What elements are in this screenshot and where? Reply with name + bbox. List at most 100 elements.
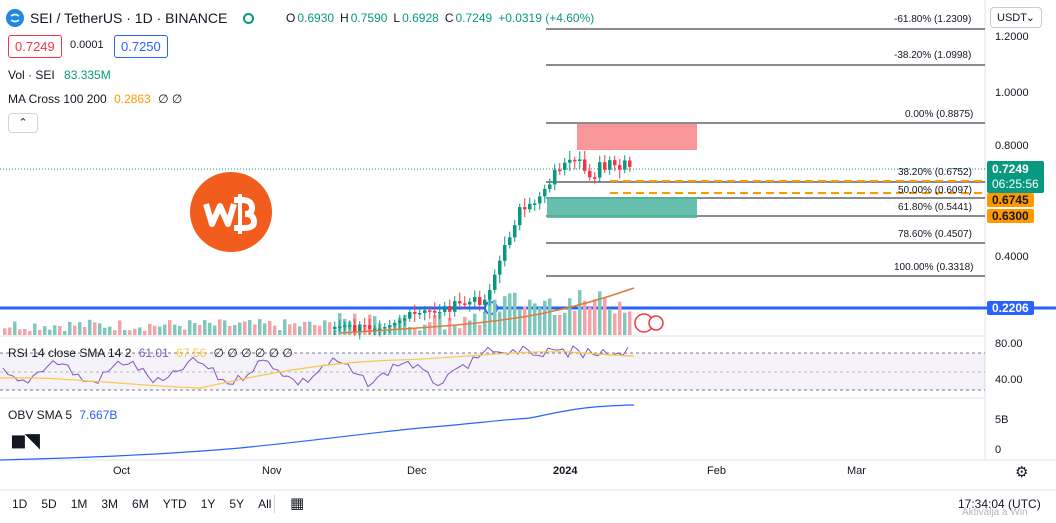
buy-button[interactable]: 0.7250 — [114, 35, 168, 58]
price-axis-label: 1.2000 — [995, 31, 1029, 43]
timeframe-6m[interactable]: 6M — [132, 497, 149, 511]
volume-bars — [3, 290, 632, 335]
ma-cross-legend[interactable]: MA Cross 100 200 0.2863 ∅ ∅ — [8, 92, 182, 106]
countdown: 06:25:56 — [992, 177, 1039, 191]
symbol-header[interactable]: SEI / TetherUS · 1D · BINANCE — [6, 8, 255, 28]
volume-bar — [38, 329, 42, 335]
candle-body — [533, 203, 537, 205]
timeframe-5y[interactable]: 5Y — [229, 497, 245, 511]
timeframe-bar: 1D 5D 1M 3M 6M YTD 1Y 5Y All — [12, 497, 271, 511]
volume-bar — [498, 311, 502, 335]
symbol-title[interactable]: SEI / TetherUS · 1D · BINANCE — [30, 10, 228, 26]
volume-bar — [628, 311, 632, 335]
volume-bar — [128, 330, 132, 335]
ohlc-low: 0.6928 — [402, 11, 439, 25]
timeframe-ytd[interactable]: YTD — [162, 497, 187, 511]
fib-label-4: 38.20% (0.6752) — [898, 167, 972, 178]
candle-body — [383, 327, 387, 329]
chevron-up-icon: ⌃ — [18, 117, 28, 129]
watermark-logo — [190, 172, 272, 252]
rsi-axis-label: 40.00 — [995, 374, 1023, 386]
volume-bar — [503, 296, 507, 335]
candlesticks — [333, 150, 632, 340]
candle-body — [583, 159, 587, 171]
volume-bar — [173, 324, 177, 335]
volume-bar — [103, 327, 107, 335]
volume-bar — [433, 315, 437, 335]
candle-body — [473, 297, 477, 302]
volume-bar — [313, 324, 317, 335]
candle-body — [493, 274, 497, 290]
currency-select[interactable]: USDT ⌄ — [990, 7, 1042, 28]
candle-body — [348, 325, 352, 327]
volume-bar — [153, 325, 157, 335]
candle-body — [623, 160, 627, 170]
ohlc-low-key: L — [393, 11, 401, 25]
clock[interactable]: 17:34:04 (UTC) — [958, 497, 1041, 511]
time-axis-label: Feb — [707, 465, 726, 477]
volume-bar — [543, 300, 547, 335]
volume-bar — [528, 299, 532, 335]
timeframe-1d[interactable]: 1D — [12, 497, 28, 511]
sell-button[interactable]: 0.7249 — [8, 35, 62, 58]
timeframe-3m[interactable]: 3M — [101, 497, 119, 511]
candle-body — [468, 301, 472, 305]
obv-axis-label: 0 — [995, 444, 1002, 456]
volume-bar — [203, 320, 207, 335]
obv-value: 7.667B — [79, 408, 118, 422]
volume-bar — [278, 330, 282, 335]
timeframe-5d[interactable]: 5D — [41, 497, 57, 511]
candle-body — [478, 297, 482, 305]
candle-body — [518, 207, 522, 226]
currency-select-value: USDT — [997, 12, 1027, 24]
volume-bar — [158, 326, 162, 335]
candle-body — [558, 169, 562, 172]
candle-body — [443, 306, 447, 312]
rsi-legend[interactable]: RSI 14 close SMA 14 2 61.01 67.56 ∅ ∅ ∅ … — [8, 346, 293, 360]
candle-body — [408, 312, 412, 319]
candle-body — [598, 162, 602, 178]
fib-label-6: 61.80% (0.5441) — [898, 202, 972, 213]
volume-bar — [448, 317, 452, 335]
volume-bar — [408, 326, 412, 335]
volume-bar — [308, 321, 312, 335]
candle-body — [333, 326, 337, 330]
volume-bar — [73, 325, 77, 335]
volume-bar — [3, 328, 7, 335]
tradingview-logo-icon[interactable]: ◼◥ — [10, 430, 40, 452]
volume-bar — [463, 316, 467, 335]
volume-bar — [263, 323, 267, 335]
divider — [274, 495, 275, 513]
volume-bar — [163, 324, 167, 335]
settings-gear-icon[interactable]: ⚙ — [1015, 464, 1029, 481]
timeframe-all[interactable]: All — [258, 497, 272, 511]
ohlc-high-key: H — [340, 11, 349, 25]
volume-bar — [193, 323, 197, 335]
fib-label-5: 50.00% (0.6097) — [898, 185, 972, 196]
candle-body — [538, 196, 542, 204]
volume-bar — [458, 328, 462, 335]
obv-line — [0, 404, 635, 461]
timeframe-1m[interactable]: 1M — [70, 497, 88, 511]
candle-body — [338, 326, 342, 329]
volume-bar — [538, 307, 542, 335]
timeframe-1y[interactable]: 1Y — [200, 497, 216, 511]
candle-body — [543, 188, 547, 197]
volume-bar — [578, 290, 582, 335]
candle-body — [628, 160, 632, 167]
candle-body — [563, 162, 567, 170]
volume-bar — [523, 306, 527, 335]
volume-legend[interactable]: Vol · SEI 83.335M — [8, 68, 111, 82]
volume-bar — [228, 326, 232, 335]
candle-body — [398, 320, 402, 323]
market-status-icon — [243, 12, 255, 24]
volume-bar — [488, 296, 492, 335]
rsi-line — [2, 345, 629, 388]
time-axis-label: 2024 — [553, 465, 578, 477]
date-range-calendar-icon[interactable]: ▦ — [290, 495, 305, 512]
collapse-legend-button[interactable]: ⌃ — [8, 113, 38, 133]
candle-body — [508, 237, 512, 246]
obv-legend[interactable]: OBV SMA 5 7.667B — [8, 408, 117, 422]
obv-axis-label: 5B — [995, 414, 1009, 426]
